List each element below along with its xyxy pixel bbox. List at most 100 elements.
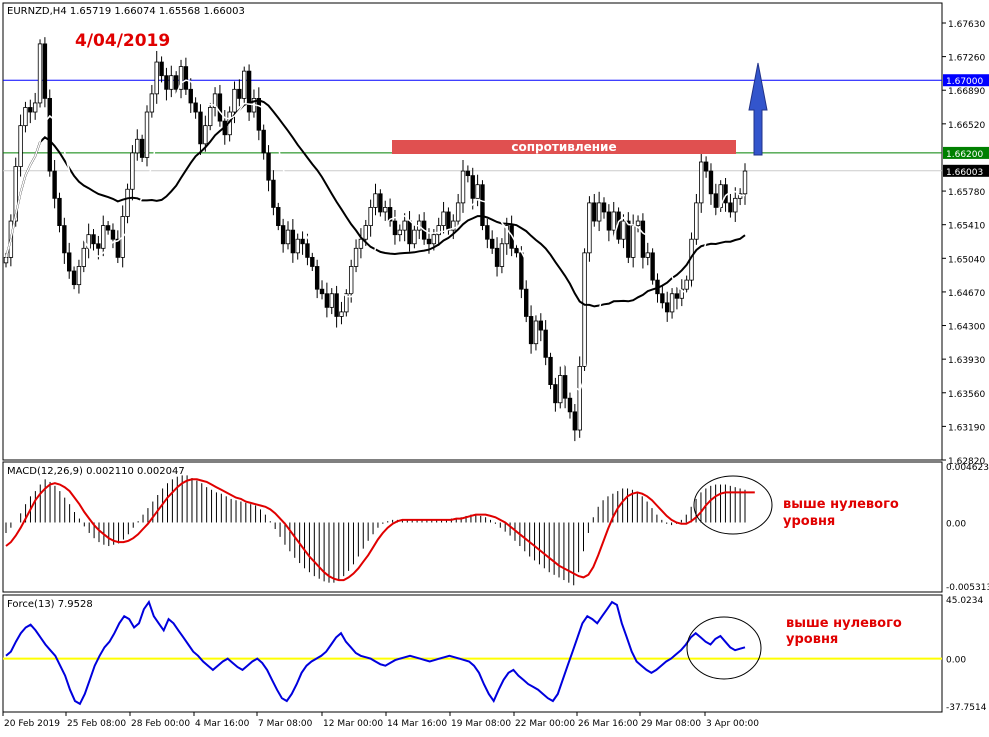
candle-body [519,252,524,290]
candle-body [733,197,738,213]
candle-body [280,225,286,245]
candle-body [261,129,266,154]
candle-body [669,293,675,313]
candle-body [212,93,218,108]
candle-body [465,170,471,177]
price-tick-label: 1.67630 [948,20,985,30]
candle-body [630,225,636,258]
moving-average-short [5,79,745,393]
candle-body [334,293,339,317]
candle-body [237,88,242,99]
candle-body [144,111,150,158]
candle-body [426,238,432,245]
candle-body [62,225,67,254]
candle-body [577,366,582,431]
resistance-zone-label: сопротивление [511,140,616,154]
candle-body [164,75,169,90]
candle-body [533,320,539,345]
price-tick-label: 1.66520 [948,121,985,131]
candle-body [499,243,505,267]
candle-body [42,43,48,99]
time-tick-label: 22 Mar 00:00 [515,719,575,729]
force-tick-label: 0.00 [946,656,966,666]
symbol-info: EURNZD,H4 1.65719 1.66074 1.65568 1.6600… [7,6,245,17]
time-tick-label: 19 Mar 08:00 [451,719,511,729]
macd-highlight-circle [693,475,773,535]
candle-body [329,293,334,308]
candle-body [718,184,723,208]
candle-body [553,384,558,404]
candle-body [217,93,223,122]
panel-frame [2,2,943,461]
price-tick-label: 1.64670 [948,289,985,299]
candle-body [76,266,82,286]
candle-body [110,229,116,240]
price-tag [943,74,989,87]
candle-body [266,152,271,181]
candle-body [397,229,403,236]
date-annotation: 4/04/2019 [75,31,170,51]
candle-body [606,211,612,231]
macd-tick-label: 0.00 [946,519,966,529]
candle-body [660,293,665,304]
candle-body [387,207,393,222]
price-tick-label: 1.66890 [948,87,985,97]
price-tick-label: 1.65780 [948,188,985,198]
candle-body [319,288,325,295]
candle-body [626,220,631,258]
candle-body [207,107,213,127]
time-tick-label: 12 Mar 00:00 [323,719,383,729]
candle-body [645,252,650,258]
candle-body [193,102,198,113]
candle-body [728,202,733,213]
candle-body [713,193,719,208]
price-tick-label: 1.63930 [948,356,985,366]
candle-body [178,66,184,90]
candle-body [402,220,407,231]
candle-body [378,193,383,213]
time-tick-label: 4 Mar 16:00 [195,719,250,729]
candle-body [23,107,28,127]
candle-body [13,166,18,222]
candle-body [596,202,602,222]
candle-body [446,211,451,231]
force-note-line2: уровня [786,632,838,647]
candle-body [305,243,310,258]
candle-body [684,279,689,290]
candle-body [37,43,43,104]
candle-body [708,170,714,195]
candle-body [475,184,480,199]
candle-body [441,211,446,226]
candle-body [96,243,101,249]
candle-body [572,411,578,431]
candle-body [125,188,130,217]
candle-body [32,102,38,113]
candle-body [339,311,344,317]
candle-body [344,293,349,313]
candle-body [674,293,680,299]
time-tick-label: 29 Mar 08:00 [641,719,701,729]
price-tag-label: 1.67000 [946,77,983,87]
candle-body [358,238,364,249]
candle-body [149,93,155,113]
candle-body [139,138,145,158]
candle-body [324,293,330,308]
candle-body [694,202,699,240]
candle-body [135,138,140,154]
time-tick-label: 26 Mar 16:00 [578,719,638,729]
candle-body [703,161,709,172]
candle-body [485,225,490,240]
candle-body [368,207,373,226]
candle-body [101,225,106,249]
candle-body [582,252,587,367]
candle-body [436,225,441,236]
candle-body [115,238,121,258]
candle-body [455,202,461,222]
time-tick-label: 20 Feb 2019 [4,719,60,729]
candle-body [407,220,412,245]
time-tick-label: 7 Mar 08:00 [258,719,313,729]
price-tag [943,146,989,159]
candle-body [587,202,592,254]
